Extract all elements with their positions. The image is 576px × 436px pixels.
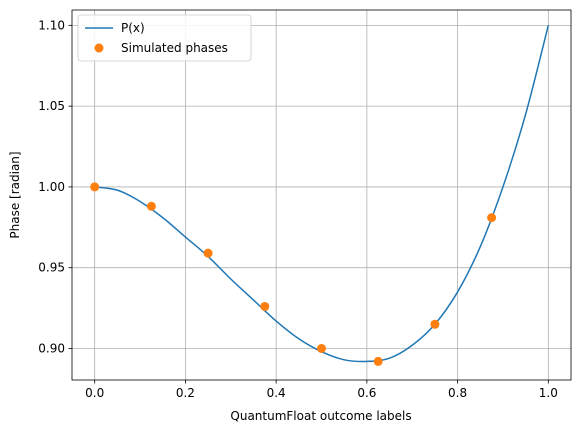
y-axis-label: Phase [radian]	[8, 151, 22, 238]
simulated-phase-point	[90, 182, 100, 192]
plot-frame	[71, 9, 572, 381]
x-tick-label: 0.0	[85, 386, 104, 400]
legend-frame	[77, 14, 252, 62]
legend: P(x) Simulated phases	[77, 14, 252, 62]
x-tick-label: 0.8	[448, 386, 467, 400]
x-tick-label: 0.2	[176, 386, 195, 400]
x-axis-label: QuantumFloat outcome labels	[230, 409, 411, 423]
x-tick-label: 0.4	[267, 386, 286, 400]
series-layer	[90, 25, 550, 366]
simulated-phase-point	[430, 319, 440, 329]
legend-marker-swatch	[94, 43, 104, 53]
simulated-phase-point	[317, 343, 326, 353]
y-axis: 0.90 0.95 1.00 1.05 1.10	[38, 18, 72, 355]
simulated-phase-point	[146, 201, 156, 211]
x-tick-label: 0.6	[357, 386, 376, 400]
x-axis: 0.0 0.2 0.4 0.6 0.8 1.0	[85, 380, 558, 400]
simulated-phase-point	[203, 248, 213, 258]
simulated-phase-point	[260, 301, 270, 311]
y-tick-label: 0.95	[38, 261, 65, 275]
simulated-phase-point	[373, 356, 383, 366]
grid	[72, 10, 571, 380]
y-tick-label: 0.90	[38, 341, 65, 355]
y-tick-label: 1.00	[38, 180, 65, 194]
legend-label-scatter: Simulated phases	[121, 41, 228, 55]
y-tick-label: 1.05	[38, 99, 65, 113]
x-tick-label: 1.0	[539, 386, 558, 400]
simulated-phase-point	[487, 213, 497, 223]
legend-label-line: P(x)	[121, 21, 145, 35]
y-tick-label: 1.10	[38, 18, 65, 32]
